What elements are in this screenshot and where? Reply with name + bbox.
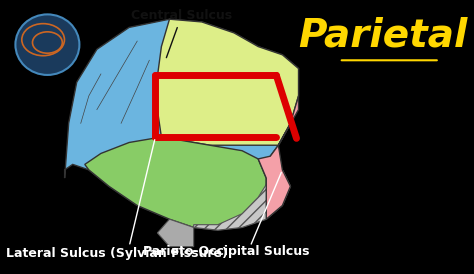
Polygon shape bbox=[157, 219, 194, 247]
Text: • Parietal & Temporal: • Parietal & Temporal bbox=[315, 145, 441, 158]
Text: • Parietal & Frontal: • Parietal & Frontal bbox=[315, 108, 427, 121]
Text: Boundaries: Boundaries bbox=[307, 74, 392, 87]
Polygon shape bbox=[157, 19, 299, 145]
Polygon shape bbox=[85, 137, 266, 230]
Text: Parietal: Parietal bbox=[299, 17, 468, 55]
Text: • Parietal & Occipital: • Parietal & Occipital bbox=[315, 182, 438, 195]
Text: Parieto-Occipital Sulcus: Parieto-Occipital Sulcus bbox=[143, 245, 309, 258]
Text: Central Sulcus: Central Sulcus bbox=[131, 9, 232, 58]
Text: • Central Sulcus: • Central Sulcus bbox=[307, 95, 402, 107]
Text: • Parieto-Occipital Sulcus: • Parieto-Occipital Sulcus bbox=[307, 169, 457, 181]
Text: • Lateral Sulcus (Sylvian): • Lateral Sulcus (Sylvian) bbox=[307, 132, 456, 144]
Polygon shape bbox=[258, 96, 299, 219]
Ellipse shape bbox=[15, 14, 80, 75]
Polygon shape bbox=[194, 170, 291, 230]
Text: Lateral Sulcus (Sylvian Fissure): Lateral Sulcus (Sylvian Fissure) bbox=[6, 247, 228, 260]
Polygon shape bbox=[64, 19, 299, 230]
